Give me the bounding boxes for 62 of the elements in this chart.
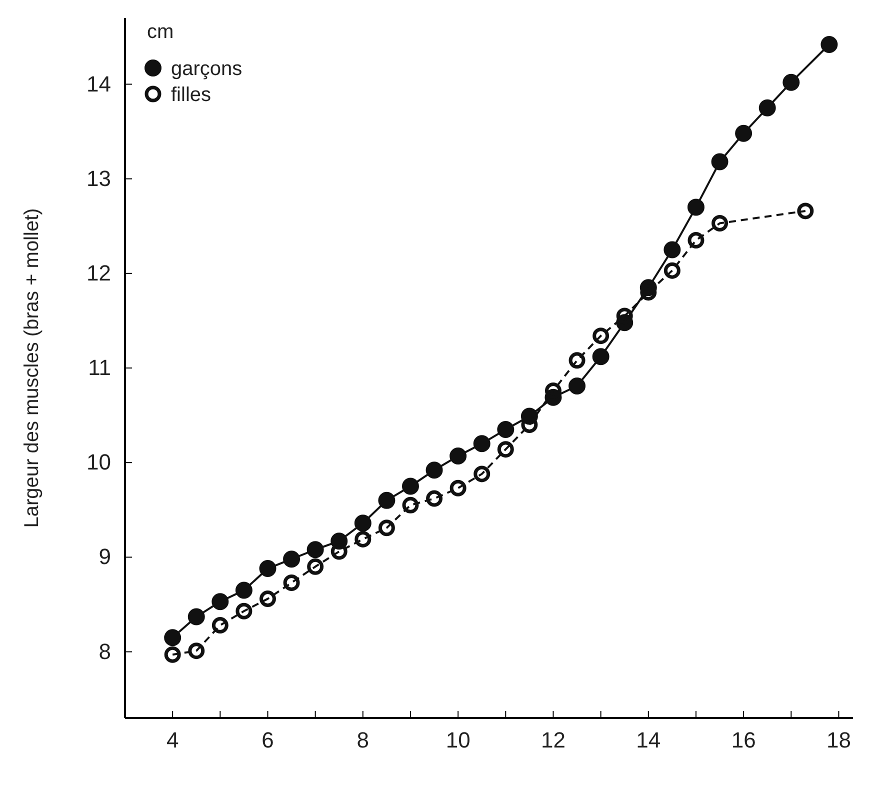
x-tick-label: 10 xyxy=(446,728,470,753)
point xyxy=(592,328,610,344)
point xyxy=(735,124,752,142)
point xyxy=(402,496,419,514)
point xyxy=(402,478,419,495)
point xyxy=(497,441,514,458)
point xyxy=(426,490,443,507)
y-tick-label: 9 xyxy=(98,544,111,570)
y-tick-label: 11 xyxy=(88,355,111,380)
point xyxy=(306,541,324,558)
y-tick-label: 13 xyxy=(86,166,111,191)
point xyxy=(820,36,838,53)
legend-label: filles xyxy=(171,84,212,106)
y-tick-label: 8 xyxy=(98,638,111,664)
x-tick-label: 4 xyxy=(166,728,179,753)
point xyxy=(378,492,396,509)
point xyxy=(188,642,205,660)
point xyxy=(450,447,467,464)
point xyxy=(212,593,229,610)
point xyxy=(259,590,276,608)
point xyxy=(283,574,300,591)
point xyxy=(212,617,228,634)
point xyxy=(354,530,372,548)
point xyxy=(664,241,681,258)
y-tick-label: 14 xyxy=(86,71,111,96)
point xyxy=(497,420,514,438)
point xyxy=(687,198,704,216)
point xyxy=(688,232,704,249)
point xyxy=(712,215,728,232)
point xyxy=(378,520,395,536)
y-tick-label: 12 xyxy=(86,260,111,286)
point xyxy=(283,550,300,568)
point xyxy=(236,602,252,620)
point xyxy=(797,202,814,220)
y-tick-label: 10 xyxy=(86,450,111,475)
point xyxy=(664,262,680,279)
point xyxy=(568,352,586,369)
x-tick-label: 18 xyxy=(826,728,851,753)
point xyxy=(450,480,466,496)
point xyxy=(354,514,372,532)
point xyxy=(782,74,800,91)
point xyxy=(473,435,490,452)
point xyxy=(711,153,728,170)
point xyxy=(568,377,586,394)
x-tick-label: 16 xyxy=(731,728,756,753)
point xyxy=(188,608,205,626)
point xyxy=(235,582,252,599)
point xyxy=(259,560,276,578)
x-tick-label: 6 xyxy=(262,728,274,753)
legend-label: garçons xyxy=(171,58,242,80)
x-tick-label: 12 xyxy=(540,728,566,753)
y-axis-title: Largeur des muscles (bras + mollet) xyxy=(21,208,43,528)
x-tick-label: 14 xyxy=(636,728,661,753)
annotation: cm xyxy=(147,21,174,43)
point xyxy=(307,558,324,575)
x-tick-label: 8 xyxy=(356,728,370,753)
point xyxy=(164,629,182,646)
point xyxy=(426,462,443,479)
point xyxy=(758,99,776,116)
point xyxy=(592,348,610,366)
point xyxy=(474,466,490,482)
point xyxy=(164,646,181,663)
